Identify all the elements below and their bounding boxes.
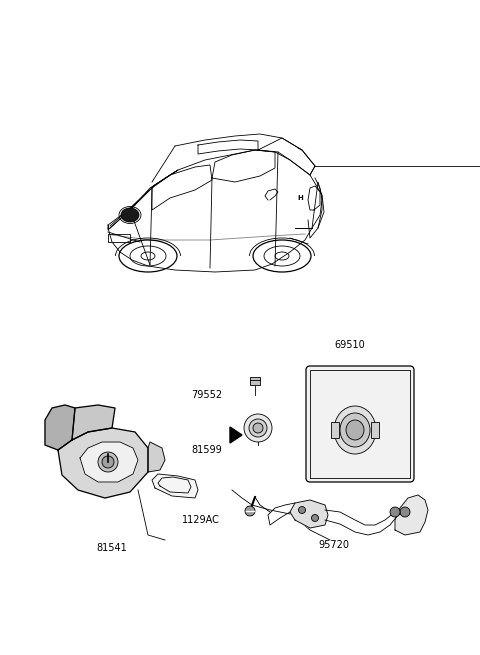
Circle shape: [312, 514, 319, 521]
Polygon shape: [290, 500, 328, 528]
Circle shape: [400, 507, 410, 517]
Circle shape: [299, 506, 305, 514]
Ellipse shape: [334, 406, 376, 454]
Ellipse shape: [121, 208, 139, 222]
Polygon shape: [152, 474, 198, 498]
Polygon shape: [148, 442, 165, 472]
Text: 81599: 81599: [191, 445, 222, 455]
Bar: [108, 234, 130, 242]
Ellipse shape: [340, 413, 370, 447]
Text: 81541: 81541: [96, 543, 127, 553]
Circle shape: [98, 452, 118, 472]
FancyBboxPatch shape: [306, 366, 414, 482]
Polygon shape: [80, 442, 138, 482]
Circle shape: [245, 506, 255, 516]
Polygon shape: [45, 405, 75, 450]
Bar: [371, 422, 379, 438]
Circle shape: [390, 507, 400, 517]
Text: 69510: 69510: [335, 340, 365, 350]
Polygon shape: [58, 428, 148, 498]
Circle shape: [102, 456, 114, 468]
Bar: [250, 377, 260, 385]
Polygon shape: [72, 405, 115, 440]
Ellipse shape: [244, 414, 272, 442]
Ellipse shape: [346, 420, 364, 440]
Polygon shape: [395, 495, 428, 535]
Text: 79552: 79552: [191, 390, 222, 400]
Text: 95720: 95720: [318, 540, 349, 550]
Bar: [331, 422, 339, 438]
Text: H: H: [297, 195, 303, 201]
Polygon shape: [230, 427, 242, 443]
Ellipse shape: [249, 419, 267, 437]
Text: 1129AC: 1129AC: [182, 515, 220, 525]
Ellipse shape: [253, 423, 263, 433]
